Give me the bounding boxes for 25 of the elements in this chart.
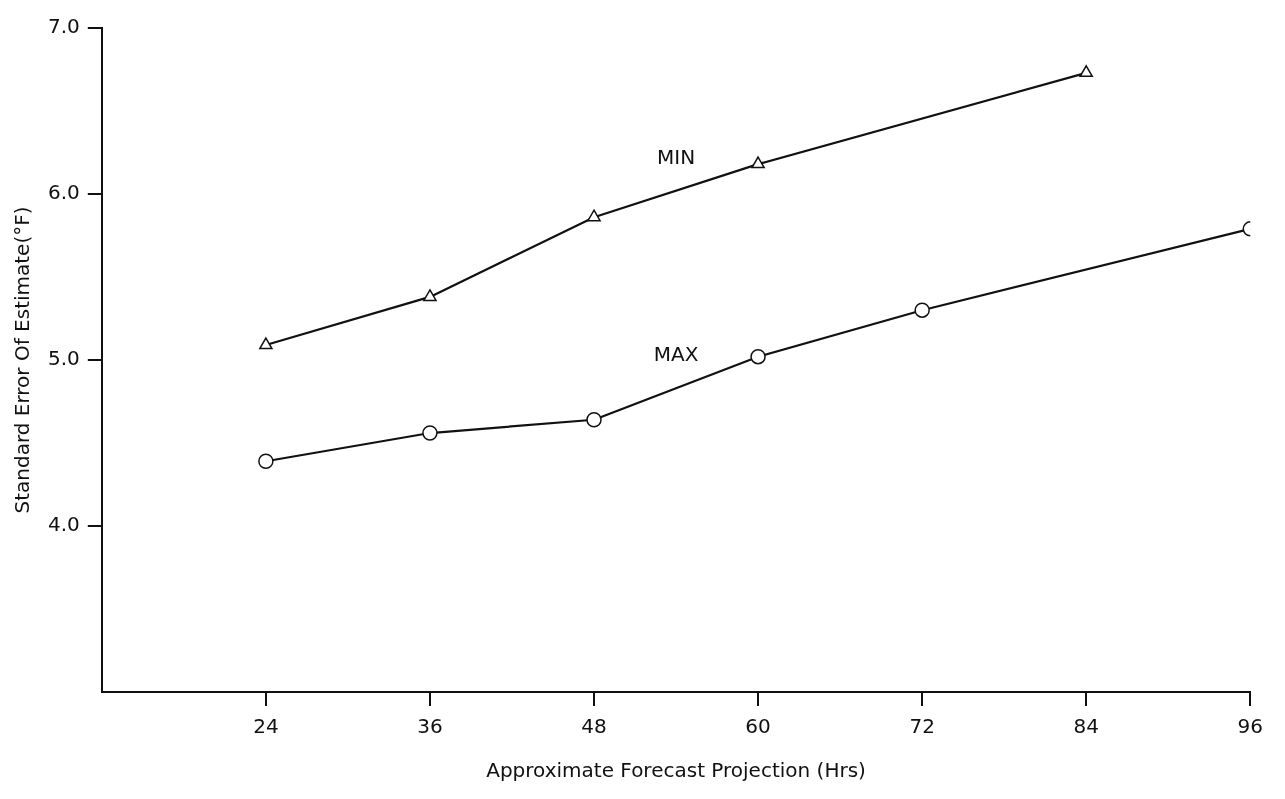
x-tick-label: 96: [1237, 714, 1263, 739]
point: [1079, 65, 1094, 78]
point: [423, 289, 437, 302]
point: [422, 425, 438, 441]
y-tick-label: 4.0: [47, 512, 80, 537]
point: [586, 412, 602, 428]
x-axis-title: Approximate Forecast Projection (Hrs): [486, 758, 866, 783]
point: [914, 302, 930, 318]
x-tick-label: 24: [253, 714, 279, 739]
x-tick-label: 36: [417, 714, 443, 739]
series-label: MAX: [653, 342, 699, 367]
y-tick-label: 7.0: [47, 14, 80, 39]
point: [258, 453, 274, 470]
y-axis-title: Standard Error Of Estimate(°F): [10, 206, 35, 514]
x-tick-label: 84: [1073, 714, 1099, 739]
series-label: MIN: [656, 144, 696, 169]
x-tick-label: 48: [581, 714, 607, 739]
y-tick-label: 6.0: [47, 180, 80, 205]
y-tick-label: 5.0: [47, 346, 80, 371]
x-tick-label: 72: [909, 714, 935, 739]
x-tick-label: 60: [745, 714, 771, 739]
point: [259, 337, 273, 350]
point: [587, 209, 601, 222]
point: [751, 156, 765, 169]
point: [750, 348, 766, 365]
